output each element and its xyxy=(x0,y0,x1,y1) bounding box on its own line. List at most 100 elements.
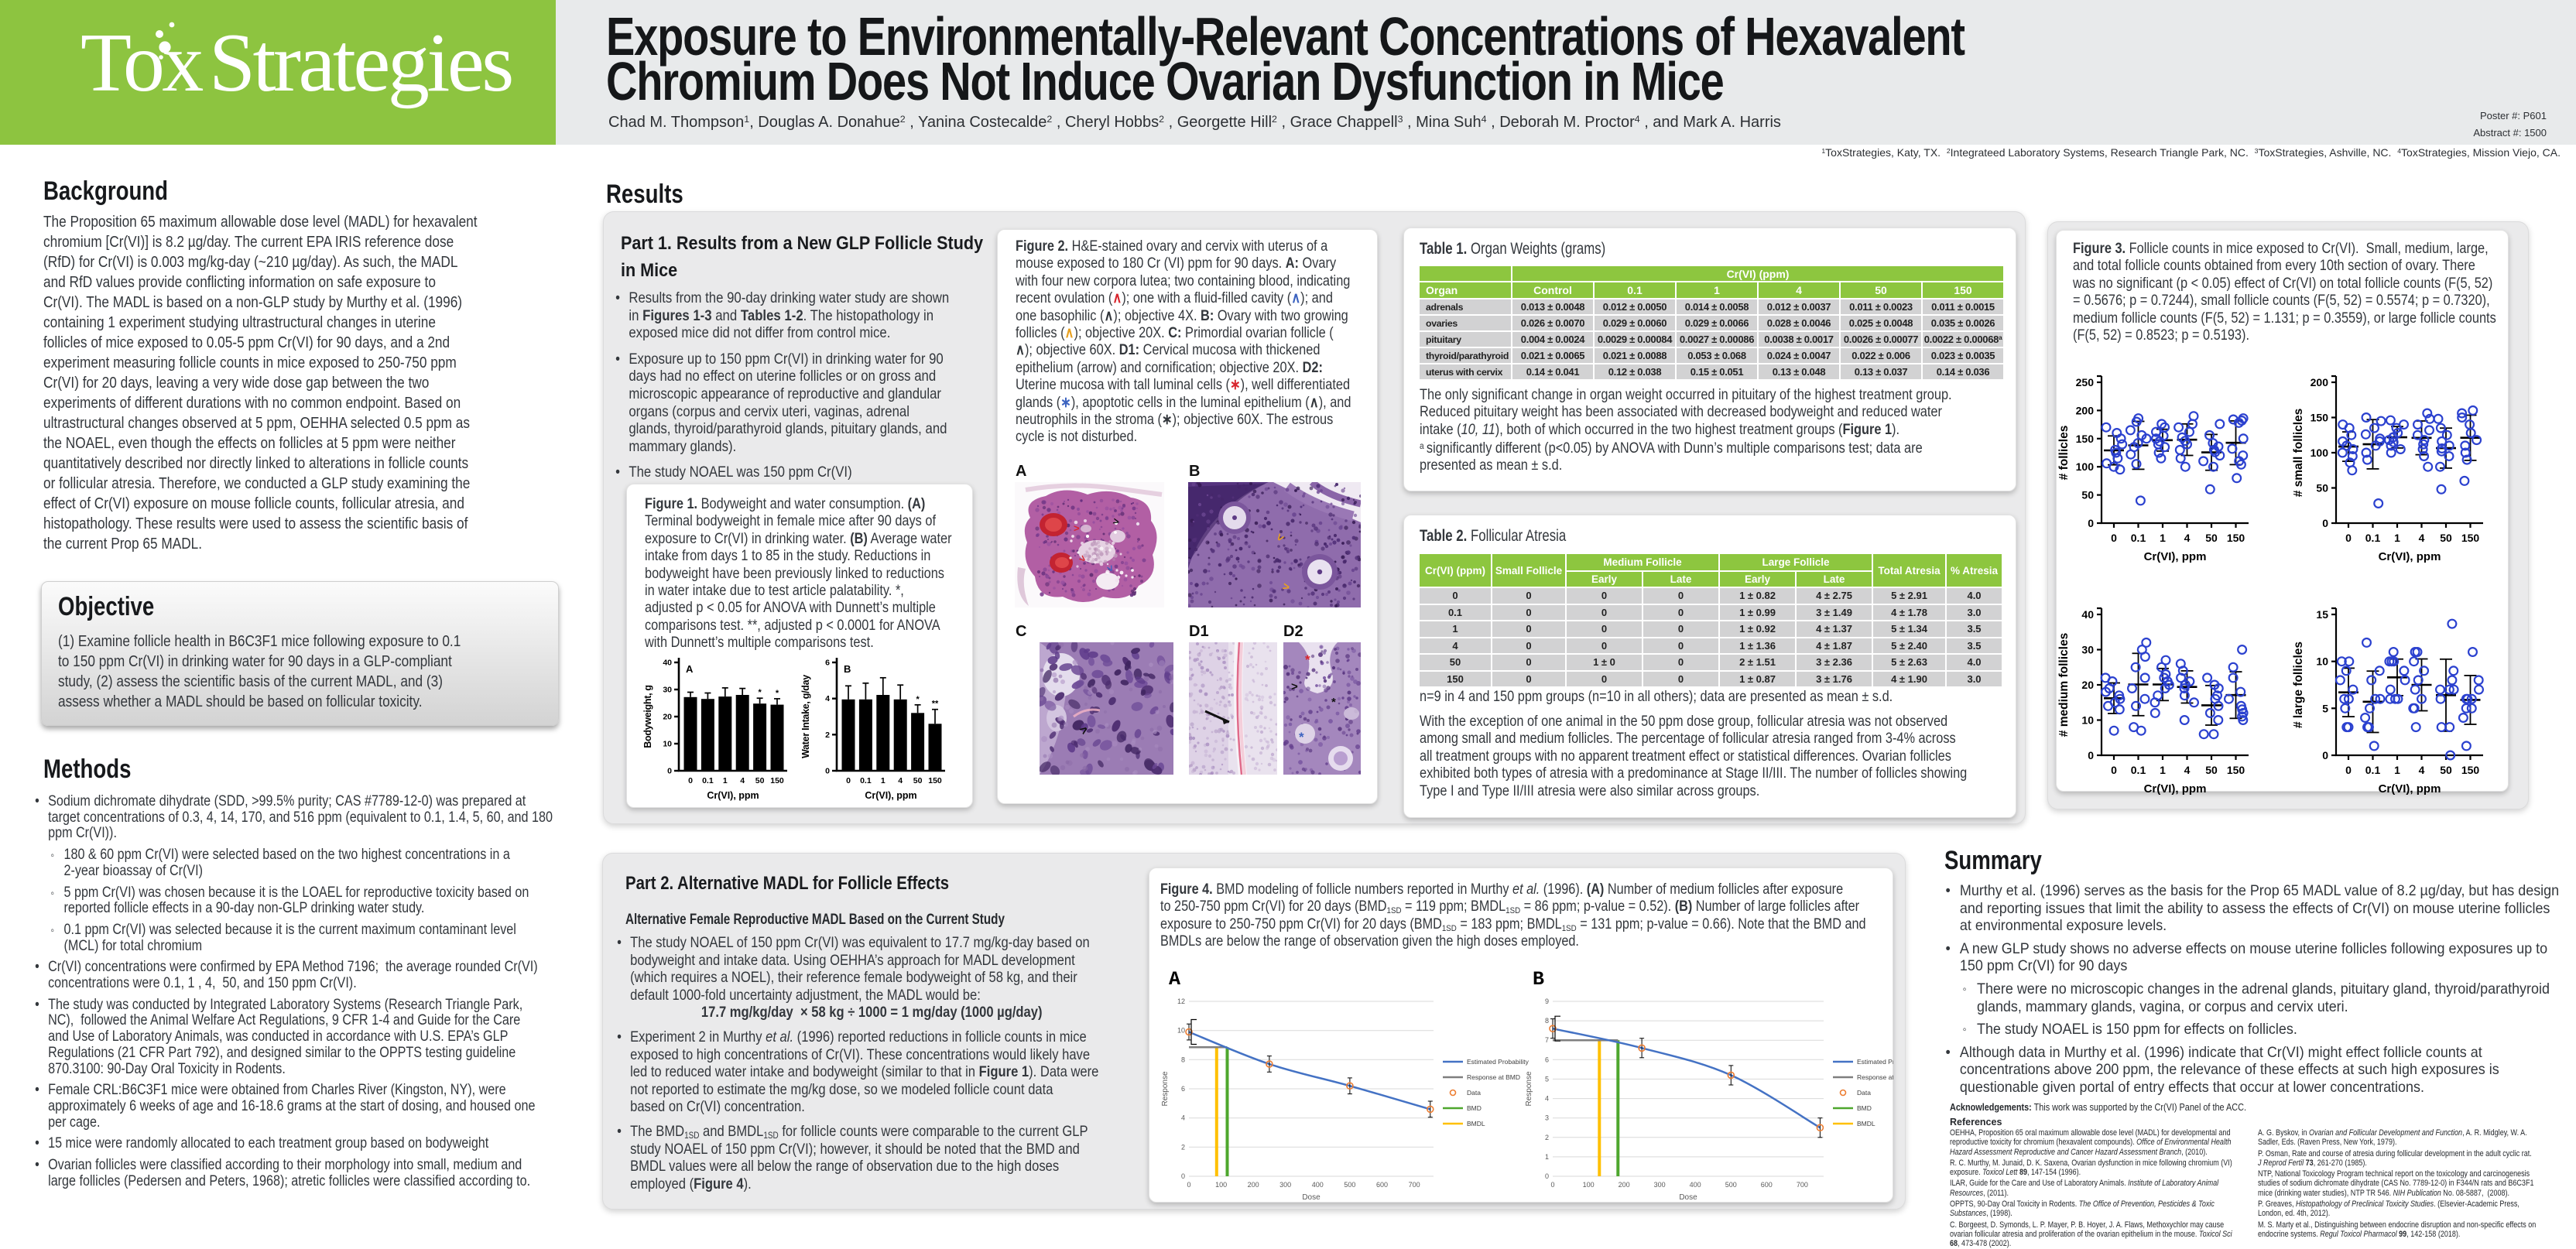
svg-text:40: 40 xyxy=(663,659,672,668)
svg-text:0: 0 xyxy=(2322,749,2328,761)
svg-text:0: 0 xyxy=(667,767,672,776)
svg-text:8: 8 xyxy=(1545,1017,1549,1025)
svg-text:1: 1 xyxy=(2394,764,2400,776)
svg-text:4: 4 xyxy=(2419,532,2425,544)
svg-text:*: * xyxy=(776,689,779,698)
svg-text:150: 150 xyxy=(2227,532,2245,544)
svg-text:1: 1 xyxy=(2394,532,2400,544)
svg-text:Cr(VI), ppm: Cr(VI), ppm xyxy=(707,790,759,801)
svg-text:0: 0 xyxy=(2345,764,2352,776)
svg-text:2: 2 xyxy=(1181,1143,1185,1151)
svg-text:5: 5 xyxy=(1545,1075,1549,1083)
svg-text:4: 4 xyxy=(2419,764,2425,776)
svg-text:0: 0 xyxy=(1550,1181,1554,1189)
svg-text:0.1: 0.1 xyxy=(2131,764,2146,776)
svg-text:4: 4 xyxy=(825,694,830,703)
svg-text:0.1: 0.1 xyxy=(702,776,714,785)
svg-text:0: 0 xyxy=(2111,532,2117,544)
svg-text:0: 0 xyxy=(2088,517,2094,529)
svg-text:Dose: Dose xyxy=(1679,1193,1697,1202)
svg-text:6: 6 xyxy=(1181,1085,1185,1093)
svg-text:0: 0 xyxy=(2088,749,2094,761)
svg-text:150: 150 xyxy=(2461,532,2480,544)
svg-text:50: 50 xyxy=(2205,764,2218,776)
svg-text:**: ** xyxy=(932,700,939,709)
svg-text:Response at BMD: Response at BMD xyxy=(1467,1073,1520,1081)
svg-text:BMD: BMD xyxy=(1857,1104,1872,1112)
svg-text:0: 0 xyxy=(2111,764,2117,776)
svg-text:Cr(VI), ppm: Cr(VI), ppm xyxy=(2144,782,2207,796)
svg-text:700: 700 xyxy=(1409,1181,1420,1189)
svg-text:# small follicles: # small follicles xyxy=(2292,409,2305,498)
svg-text:150: 150 xyxy=(2076,433,2095,445)
svg-text:0: 0 xyxy=(2345,532,2352,544)
svg-text:200: 200 xyxy=(2311,376,2329,388)
svg-text:100: 100 xyxy=(1583,1181,1595,1189)
svg-text:# follicles: # follicles xyxy=(2057,426,2071,481)
svg-text:1: 1 xyxy=(1545,1153,1549,1161)
svg-text:Cr(VI), ppm: Cr(VI), ppm xyxy=(2379,550,2441,563)
svg-text:200: 200 xyxy=(1619,1181,1630,1189)
svg-text:300: 300 xyxy=(1654,1181,1666,1189)
svg-text:9: 9 xyxy=(1545,997,1549,1005)
svg-text:30: 30 xyxy=(663,686,672,695)
svg-text:Cr(VI), ppm: Cr(VI), ppm xyxy=(2379,782,2441,796)
svg-text:3: 3 xyxy=(1545,1114,1549,1122)
svg-text:2: 2 xyxy=(825,731,830,740)
svg-text:150: 150 xyxy=(928,776,942,785)
svg-text:Response: Response xyxy=(1525,1071,1533,1106)
svg-text:400: 400 xyxy=(1690,1181,1701,1189)
svg-text:BMD: BMD xyxy=(1467,1104,1482,1112)
svg-text:40: 40 xyxy=(2081,608,2094,621)
svg-text:0.1: 0.1 xyxy=(2365,764,2381,776)
svg-text:250: 250 xyxy=(2076,376,2095,388)
svg-text:50: 50 xyxy=(2081,489,2094,501)
svg-text:0: 0 xyxy=(2322,517,2328,529)
svg-text:6: 6 xyxy=(1545,1056,1549,1063)
svg-text:*: * xyxy=(1331,696,1336,709)
svg-text:50: 50 xyxy=(913,776,923,785)
svg-text:150: 150 xyxy=(2227,764,2245,776)
svg-text:A: A xyxy=(686,663,694,675)
svg-text:Bodyweight, g: Bodyweight, g xyxy=(642,685,653,748)
svg-text:0: 0 xyxy=(1181,1172,1185,1180)
svg-text:12: 12 xyxy=(1177,997,1185,1005)
svg-text:50: 50 xyxy=(2205,532,2218,544)
svg-text:400: 400 xyxy=(1312,1181,1324,1189)
svg-text:*: * xyxy=(758,688,762,697)
svg-text:300: 300 xyxy=(1279,1181,1291,1189)
svg-text:# large follicles: # large follicles xyxy=(2292,642,2305,728)
svg-text:500: 500 xyxy=(1725,1181,1737,1189)
svg-text:Cr(VI), ppm: Cr(VI), ppm xyxy=(865,790,916,801)
svg-text:Response at BMD: Response at BMD xyxy=(1857,1073,1893,1081)
svg-text:200: 200 xyxy=(2076,404,2095,416)
svg-text:A: A xyxy=(1169,968,1180,991)
svg-text:700: 700 xyxy=(1797,1181,1808,1189)
svg-text:B: B xyxy=(1533,968,1544,991)
svg-text:15: 15 xyxy=(2316,608,2328,621)
svg-text:*: * xyxy=(916,695,920,704)
svg-text:2: 2 xyxy=(1545,1134,1549,1141)
svg-text:Response: Response xyxy=(1161,1071,1170,1106)
svg-text:Estimated Probability: Estimated Probability xyxy=(1857,1058,1893,1066)
svg-text:0.1: 0.1 xyxy=(2365,532,2381,544)
svg-text:Dose: Dose xyxy=(1302,1193,1321,1202)
svg-text:BMDL: BMDL xyxy=(1467,1120,1485,1128)
svg-text:4: 4 xyxy=(898,776,903,785)
svg-text:150: 150 xyxy=(2461,764,2480,776)
svg-text:0: 0 xyxy=(1545,1172,1549,1180)
svg-text:50: 50 xyxy=(2440,764,2452,776)
svg-text:150: 150 xyxy=(2311,412,2329,424)
svg-text:10: 10 xyxy=(2316,655,2328,668)
svg-text:4: 4 xyxy=(2184,532,2191,544)
svg-text:7: 7 xyxy=(1545,1036,1549,1044)
svg-text:0: 0 xyxy=(688,776,693,785)
svg-text:10: 10 xyxy=(2081,714,2094,727)
svg-text:*: * xyxy=(1299,730,1304,744)
svg-text:4: 4 xyxy=(740,776,745,785)
svg-text:500: 500 xyxy=(1344,1181,1355,1189)
svg-text:6: 6 xyxy=(825,659,830,668)
svg-text:50: 50 xyxy=(755,776,765,785)
svg-text:4: 4 xyxy=(2184,764,2191,776)
svg-text:0: 0 xyxy=(1187,1181,1190,1189)
